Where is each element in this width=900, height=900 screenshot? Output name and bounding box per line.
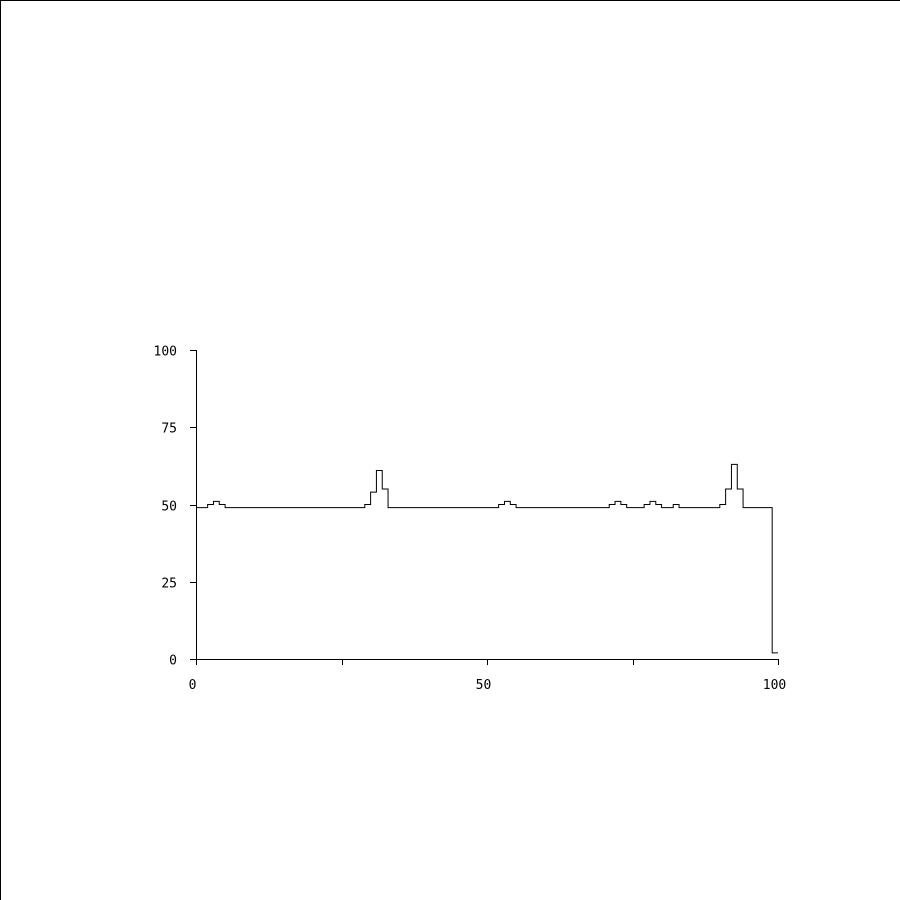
x-tick-label: 0 [189,678,197,693]
y-tick-label: 50 [161,500,177,515]
y-tick-label: 75 [161,422,177,437]
series-step-line [196,463,778,654]
y-ticks: 0 25 50 75 100 [154,345,196,669]
x-tick-label: 50 [476,678,492,693]
x-tick-label: 100 [763,678,786,693]
y-tick-label: 25 [161,577,177,592]
y-tick-label: 0 [169,654,177,669]
x-ticks: 0 50 100 [189,659,786,693]
y-tick-label: 100 [154,345,177,360]
